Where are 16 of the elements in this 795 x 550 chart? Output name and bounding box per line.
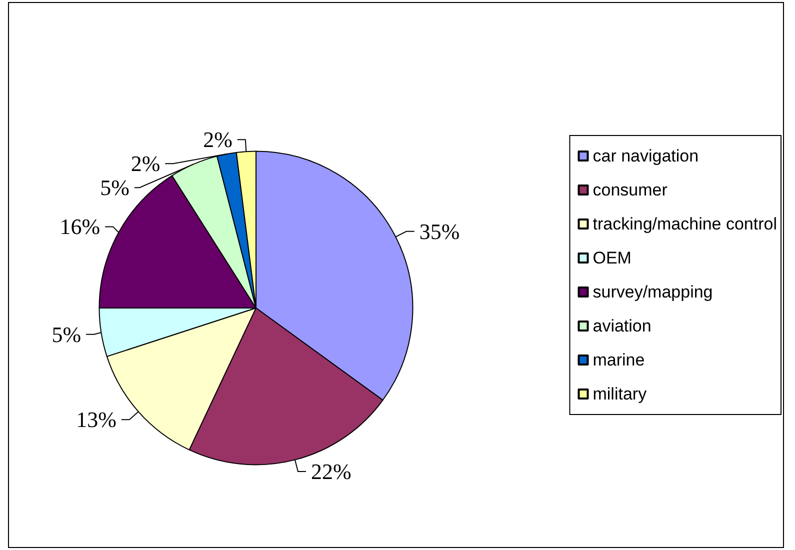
data-label: 22% [310, 458, 352, 484]
legend-label: consumer [592, 180, 668, 200]
data-label: 5% [100, 175, 130, 200]
legend-label: tracking/machine control [592, 214, 778, 234]
data-label: 2% [130, 151, 160, 176]
legend-label: marine [592, 350, 645, 370]
legend-label: survey/mapping [592, 282, 713, 302]
data-label: 16% [60, 214, 100, 240]
data-label: 13% [76, 407, 116, 432]
legend-label: car navigation [592, 146, 699, 166]
legend-label: OEM [592, 248, 632, 268]
data-label: 5% [52, 322, 82, 347]
data-label: 35% [419, 218, 460, 244]
legend-label: military [592, 384, 648, 404]
legend-label: aviation [592, 316, 652, 336]
data-label: 2% [203, 127, 232, 152]
